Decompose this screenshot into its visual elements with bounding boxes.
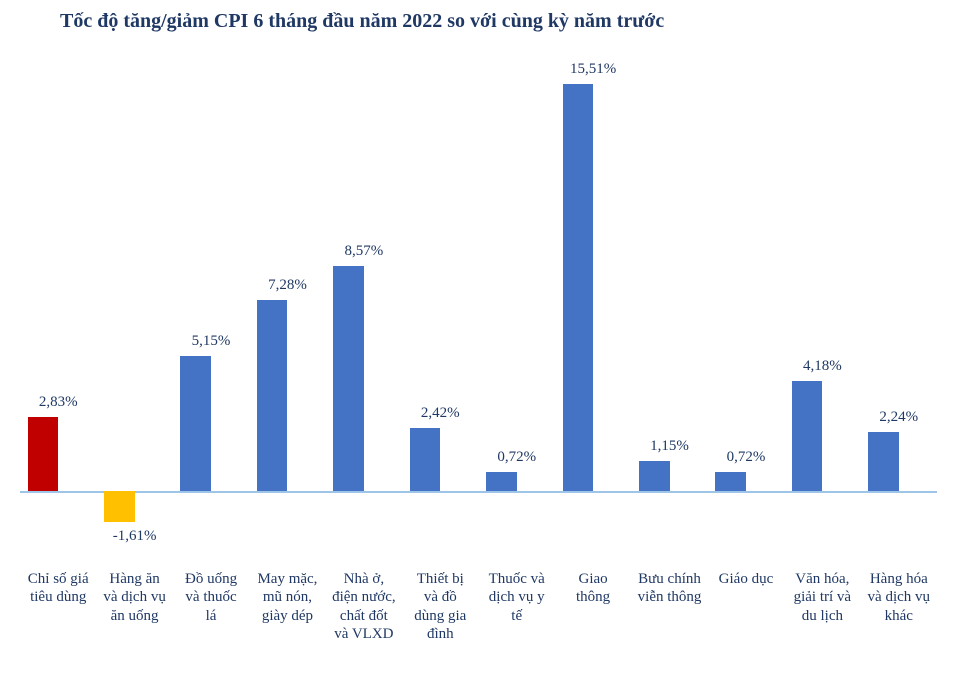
bar-col: -1,61% xyxy=(96,58,172,548)
cpi-bar-chart: Tốc độ tăng/giảm CPI 6 tháng đầu năm 202… xyxy=(0,0,957,677)
x-axis-label: Đồ uốngvà thuốclá xyxy=(173,570,249,625)
bar-col: 5,15% xyxy=(173,58,249,548)
x-axis-label: Thuốc vàdịch vụ ytế xyxy=(479,570,555,625)
bar-col: 8,57% xyxy=(326,58,402,548)
x-axis-label: Giaothông xyxy=(555,570,631,607)
bar xyxy=(104,491,135,522)
bar xyxy=(28,417,59,491)
bar-col: 15,51% xyxy=(555,58,631,548)
bar xyxy=(563,84,594,491)
bar xyxy=(180,356,211,491)
bar xyxy=(639,461,670,491)
bar-col: 2,83% xyxy=(20,58,96,548)
x-axis-label: Chỉ số giátiêu dùng xyxy=(20,570,96,607)
bar xyxy=(868,432,899,491)
x-axis-label: Văn hóa,giải trí vàdu lịch xyxy=(784,570,860,625)
x-axis-label: Bưu chínhviễn thông xyxy=(631,570,707,607)
x-axis-label: Hàng hóavà dịch vụkhác xyxy=(861,570,937,625)
bar xyxy=(715,472,746,491)
bar xyxy=(333,266,364,491)
bar-col: 1,15% xyxy=(631,58,707,548)
chart-title: Tốc độ tăng/giảm CPI 6 tháng đầu năm 202… xyxy=(60,10,664,33)
bar-value-label: 2,24% xyxy=(845,409,952,426)
bar-col: 0,72% xyxy=(479,58,555,548)
bar xyxy=(257,300,288,491)
bar-col: 4,18% xyxy=(784,58,860,548)
x-axis-label: Nhà ở,điện nước,chất đốtvà VLXD xyxy=(326,570,402,643)
x-axis-label: Giáo dục xyxy=(708,570,784,588)
x-axis-label: May mặc,mũ nón,giày dép xyxy=(249,570,325,625)
x-axis-label: Hàng ănvà dịch vụăn uống xyxy=(96,570,172,625)
x-axis-label: Thiết bịvà đồdùng giađình xyxy=(402,570,478,643)
bar-col: 0,72% xyxy=(708,58,784,548)
bar xyxy=(486,472,517,491)
bar xyxy=(410,428,441,492)
bar-col: 7,28% xyxy=(249,58,325,548)
plot-area: 2,83%-1,61%5,15%7,28%8,57%2,42%0,72%15,5… xyxy=(20,58,937,548)
bar-col: 2,24% xyxy=(861,58,937,548)
bar xyxy=(792,381,823,491)
bar-col: 2,42% xyxy=(402,58,478,548)
